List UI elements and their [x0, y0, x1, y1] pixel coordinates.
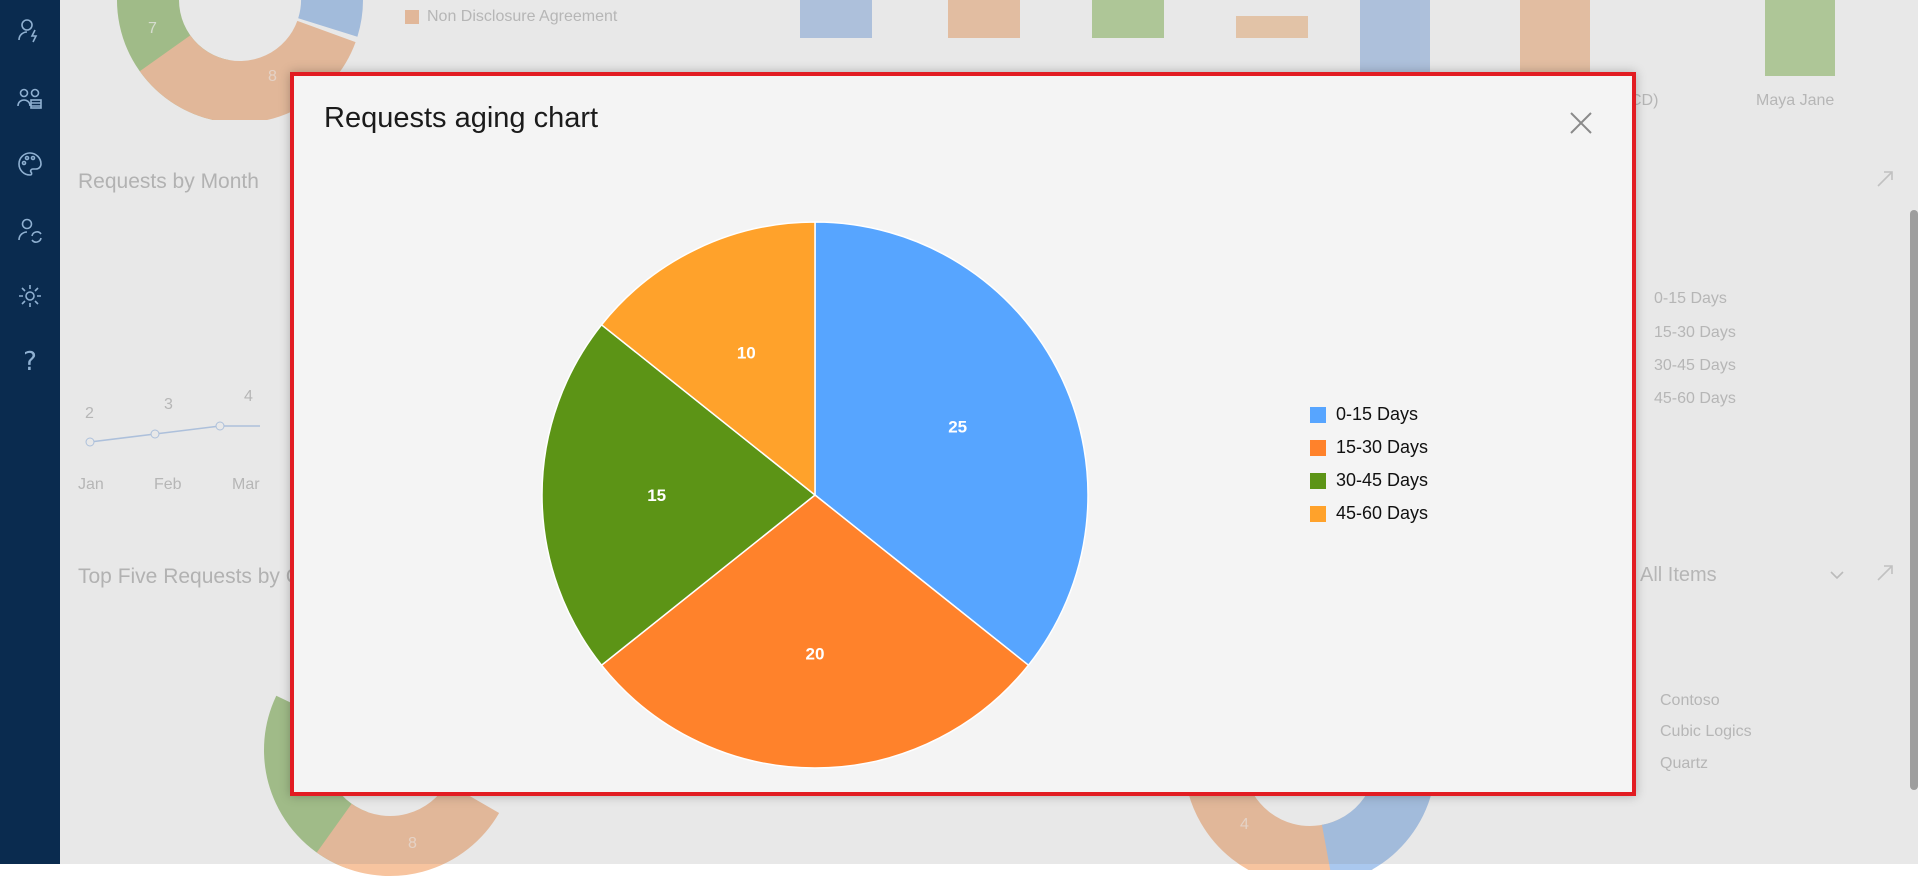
- slice-value-label: 25: [948, 417, 967, 436]
- legend-item: Quartz: [1660, 755, 1709, 772]
- pie-slice-45-60-days[interactable]: [600, 221, 816, 497]
- bar-label: Maya Jane: [1756, 92, 1835, 109]
- pie-chart: 25 20 15 10: [541, 221, 1089, 769]
- sidebar: ?: [0, 0, 60, 864]
- donut-value: 8: [408, 835, 417, 852]
- legend-item[interactable]: 15-30 Days: [1310, 431, 1428, 464]
- legend-swatch: [1310, 505, 1326, 522]
- slice-value-label: 20: [806, 644, 825, 663]
- expand-icon[interactable]: [1874, 168, 1896, 190]
- filter-select[interactable]: All Items: [1640, 564, 1717, 586]
- chart-legend: 0-15 Days 15-30 Days 30-45 Days 45-60 Days: [1310, 398, 1428, 530]
- modal-title: Requests aging chart: [324, 102, 599, 134]
- help-icon[interactable]: ?: [23, 347, 37, 377]
- legend-item: Contoso: [1660, 692, 1720, 709]
- month-label: Jan: [78, 476, 104, 493]
- bar-label-partial: CD): [1630, 92, 1659, 109]
- legend-swatch: [1310, 406, 1326, 423]
- legend-label: 30-45 Days: [1336, 470, 1429, 490]
- bar-chart-top: [800, 0, 1308, 38]
- legend-swatch: [1310, 472, 1326, 489]
- requests-by-month-title: Requests by Month: [78, 170, 259, 193]
- legend-item-nda: Non Disclosure Agreement: [405, 8, 617, 26]
- close-icon: [1570, 112, 1592, 134]
- palette-icon[interactable]: [14, 148, 46, 180]
- line-value: 4: [244, 388, 253, 405]
- line-value: 2: [85, 405, 94, 422]
- line-chart-bg: [85, 421, 260, 447]
- user-sync-icon[interactable]: [14, 214, 46, 246]
- legend-item: 15-30 Days: [1654, 324, 1736, 341]
- top-five-title: Top Five Requests by C: [78, 565, 301, 588]
- pie-slice-0-15-days[interactable]: [814, 221, 1089, 667]
- donut-value: 4: [1240, 816, 1249, 833]
- gear-icon[interactable]: [14, 280, 46, 312]
- legend-swatch: [1310, 439, 1326, 456]
- legend-label: 0-15 Days: [1336, 404, 1419, 424]
- bar-chart-right: [1360, 0, 1835, 76]
- line-value: 3: [164, 396, 173, 413]
- legend-item: 0-15 Days: [1654, 290, 1727, 307]
- month-label: Mar: [232, 476, 260, 493]
- legend-item: 30-45 Days: [1654, 357, 1736, 374]
- legend-item[interactable]: 0-15 Days: [1310, 398, 1428, 431]
- scrollbar[interactable]: [1910, 210, 1918, 790]
- pie-slice-30-45-days[interactable]: [541, 323, 817, 667]
- legend-item: 45-60 Days: [1654, 390, 1736, 407]
- expand-icon[interactable]: [1874, 562, 1896, 584]
- slice-value-label: 10: [737, 343, 756, 362]
- legend-item[interactable]: 30-45 Days: [1310, 464, 1428, 497]
- legend-item[interactable]: 45-60 Days: [1310, 497, 1428, 530]
- donut-value: 7: [148, 20, 157, 37]
- legend-label: 15-30 Days: [1336, 437, 1429, 457]
- donut-value: 8: [268, 68, 277, 85]
- pie-slice-15-30-days[interactable]: [600, 494, 1030, 769]
- chevron-down-icon: [1830, 571, 1844, 580]
- month-label: Feb: [154, 476, 182, 493]
- close-button[interactable]: [1564, 106, 1598, 140]
- aging-chart-modal: Requests aging chart 25 20 15 10 0-15 Days 1…: [290, 72, 1636, 796]
- user-lightning-icon[interactable]: [14, 14, 46, 46]
- team-icon[interactable]: [14, 82, 46, 114]
- legend-label: 45-60 Days: [1336, 503, 1429, 523]
- legend-item: Cubic Logics: [1660, 723, 1752, 740]
- donut-chart-top: [117, 0, 363, 120]
- slice-value-label: 15: [647, 486, 666, 505]
